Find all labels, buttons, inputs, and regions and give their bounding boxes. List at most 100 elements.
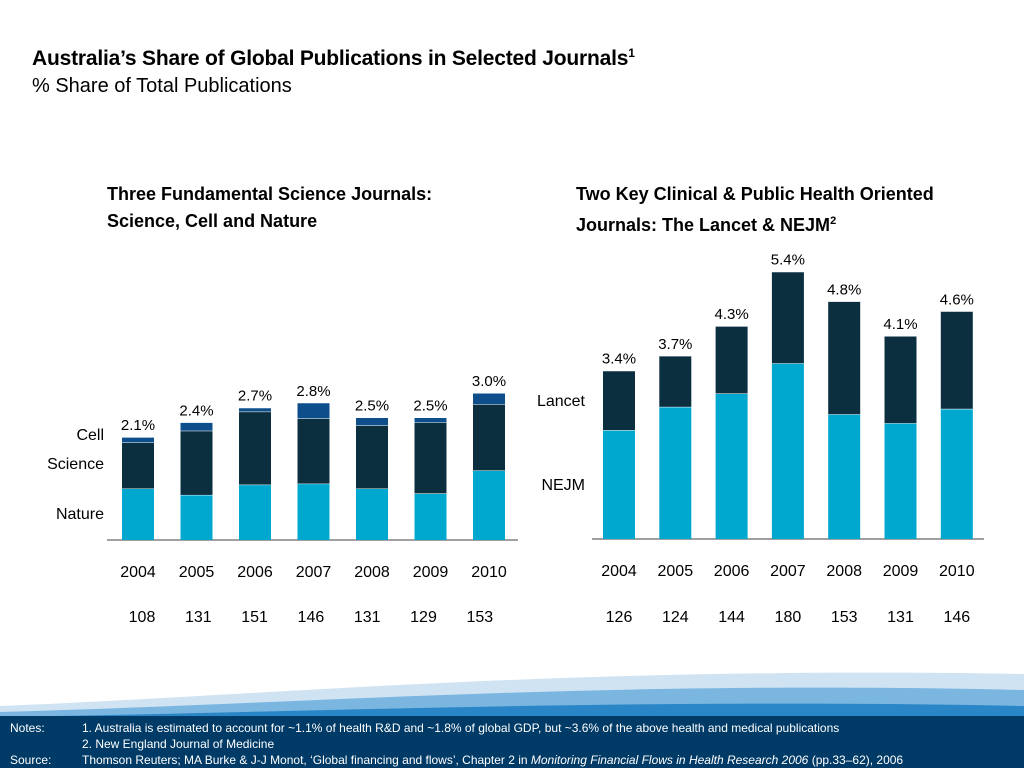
science-bar-nature-2004 [122,488,154,540]
clinical-year-label-2005: 2005 [658,563,694,580]
science-legend-nature: Nature [56,506,104,523]
clinical-count-label-2006: 144 [718,609,745,626]
clinical-year-label-2008: 2008 [826,563,862,580]
clinical-bar-nejm-2009 [884,423,917,539]
science-legend-science: Science [47,456,104,473]
header: Australia’s Share of Global Publications… [32,46,635,98]
science-bar-science-2006 [239,411,271,485]
clinical-chart-title-line1: Two Key Clinical & Public Health Oriente… [576,184,934,204]
clinical-count-label-2010: 146 [943,609,970,626]
science-count-label-2009: 129 [410,609,437,626]
science-year-label-2010: 2010 [471,564,507,581]
science-total-label-2006: 2.7% [238,388,272,405]
science-bar-nature-2008 [356,488,388,540]
clinical-year-label-2009: 2009 [883,563,919,580]
clinical-total-label-2008: 4.8% [827,281,861,298]
science-bar-science-2004 [122,442,154,489]
clinical-total-label-2007: 5.4% [771,252,805,269]
science-bar-cell-2007 [297,402,330,419]
science-bar-science-2009 [414,422,447,494]
science-chart-title-line1: Three Fundamental Science Journals: [107,184,433,204]
clinical-bar-lancet-2005 [659,355,692,407]
page-subtitle: % Share of Total Publications [32,75,292,97]
science-count-label-2010: 153 [466,609,493,626]
science-bar-nature-2007 [297,483,330,540]
note-2: 2. New England Journal of Medicine [82,737,275,751]
science-year-label-2004: 2004 [120,564,156,581]
clinical-legend-lancet: Lancet [537,393,586,410]
clinical-footnote-marker: 2 [830,215,837,227]
footer-notes: Notes: 1. Australia is estimated to acco… [0,716,1024,768]
science-bar-nature-2010 [473,470,505,540]
science-bar-nature-2005 [180,494,213,540]
science-count-label-2006: 151 [241,609,268,626]
page-title: Australia’s Share of Global Publications… [32,46,635,70]
science-total-label-2008: 2.5% [355,398,389,415]
science-chart-title-line2: Science, Cell and Nature [107,211,318,231]
clinical-count-label-2009: 131 [887,609,914,626]
clinical-legend-nejm: NEJM [541,477,585,494]
clinical-count-label-2004: 126 [606,609,633,626]
note-1: 1. Australia is estimated to account for… [82,721,840,735]
science-legend-cell: Cell [76,427,104,444]
clinical-total-label-2009: 4.1% [883,316,917,333]
clinical-total-label-2006: 4.3% [714,306,748,323]
science-bar-cell-2008 [356,417,388,426]
clinical-bar-nejm-2004 [603,430,635,539]
science-total-label-2004: 2.1% [121,417,155,434]
science-bar-nature-2006 [239,484,271,540]
clinical-bar-nejm-2007 [771,363,804,539]
source-text: Thomson Reuters; MA Burke & J-J Monot, ‘… [82,753,904,767]
science-total-label-2005: 2.4% [179,402,213,419]
science-chart-title: Three Fundamental Science Journals: Scie… [107,181,507,235]
science-year-label-2008: 2008 [354,564,390,581]
clinical-count-label-2005: 124 [662,609,689,626]
source-label: Source: [10,753,52,767]
charts-canvas: 2.1% 2004 108 2.4% 2005 131 2.7% 2006 151 2.8% 200… [47,252,984,626]
science-year-label-2009: 2009 [413,564,449,581]
science-count-label-2005: 131 [185,609,212,626]
science-count-label-2007: 146 [298,609,325,626]
clinical-year-label-2006: 2006 [714,563,750,580]
science-bar-science-2007 [297,418,330,484]
notes-label: Notes: [10,721,45,735]
clinical-total-label-2004: 3.4% [602,351,636,368]
science-bar-science-2005 [180,430,213,495]
clinical-count-label-2008: 153 [831,609,858,626]
science-bar-science-2008 [356,425,388,489]
clinical-bar-nejm-2006 [715,393,748,539]
science-count-label-2008: 131 [354,609,381,626]
science-bar-nature-2009 [414,493,447,540]
science-total-label-2007: 2.8% [296,383,330,400]
clinical-bar-lancet-2007 [771,271,804,364]
title-footnote-marker: 1 [628,46,635,60]
clinical-bar-nejm-2008 [828,414,861,539]
clinical-bar-nejm-2010 [940,408,973,539]
science-bar-cell-2006 [239,407,271,412]
clinical-bar-lancet-2004 [603,370,635,431]
science-bar-science-2010 [473,404,505,471]
clinical-bar-lancet-2008 [828,301,861,415]
footer-wave-decoration [0,672,1024,720]
clinical-year-label-2004: 2004 [601,563,637,580]
science-count-label-2004: 108 [129,609,156,626]
science-bar-cell-2004 [122,437,154,443]
clinical-bar-lancet-2009 [884,336,917,424]
clinical-chart-title-line2: Journals: The Lancet & NEJM2 [576,215,837,235]
science-year-label-2007: 2007 [296,564,332,581]
science-bar-cell-2005 [180,422,213,431]
clinical-total-label-2010: 4.6% [940,291,974,308]
science-bar-cell-2010 [473,393,505,405]
clinical-bar-lancet-2006 [715,326,748,394]
clinical-year-label-2010: 2010 [939,563,975,580]
clinical-count-label-2007: 180 [775,609,802,626]
science-year-label-2005: 2005 [179,564,215,581]
clinical-bar-nejm-2005 [659,406,692,539]
clinical-year-label-2007: 2007 [770,563,806,580]
clinical-chart-title: Two Key Clinical & Public Health Oriente… [576,181,996,239]
science-bar-cell-2009 [414,417,447,423]
science-total-label-2009: 2.5% [413,398,447,415]
clinical-bar-lancet-2010 [940,311,973,409]
clinical-total-label-2005: 3.7% [658,336,692,353]
science-year-label-2006: 2006 [237,564,273,581]
